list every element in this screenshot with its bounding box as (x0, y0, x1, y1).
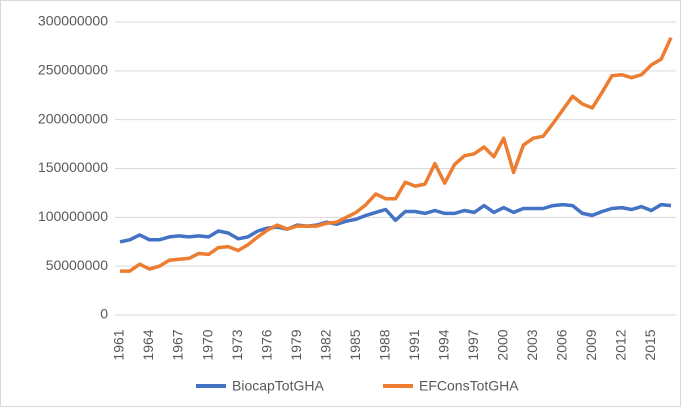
x-tick-label: 1985 (347, 329, 363, 360)
legend-label: BiocapTotGHA (232, 378, 324, 394)
x-tick-label: 1967 (170, 329, 186, 360)
x-tick-label: 1997 (465, 329, 481, 360)
x-tick-label: 1994 (435, 329, 451, 360)
data-line (120, 36, 673, 273)
y-tick-label: 150000000 (38, 159, 108, 175)
x-tick-label: 1976 (258, 329, 274, 360)
x-tick-label: 2006 (553, 329, 569, 360)
data-line (119, 202, 672, 244)
x-tick-label: 1964 (140, 329, 156, 360)
x-tick-label: 1988 (376, 329, 392, 360)
x-tick-label: 2009 (583, 329, 599, 360)
x-tick-label: 2015 (642, 329, 658, 360)
x-tick-label: 2000 (494, 329, 510, 360)
y-tick-label: 300000000 (38, 13, 108, 29)
y-tick-label: 100000000 (38, 208, 108, 224)
x-tick-label: 1970 (199, 329, 215, 360)
y-tick-label: 200000000 (38, 110, 108, 126)
x-tick-label: 1982 (317, 329, 333, 360)
x-tick-label: 2003 (524, 329, 540, 360)
x-tick-label: 2012 (613, 329, 629, 360)
y-tick-label: 250000000 (38, 62, 108, 78)
x-tick-label: 1991 (406, 329, 422, 360)
y-tick-label: 0 (100, 306, 108, 322)
x-tick-label: 1979 (288, 329, 304, 360)
x-tick-label: 1961 (111, 329, 127, 360)
y-tick-label: 50000000 (46, 257, 109, 273)
x-tick-label: 1973 (229, 329, 245, 360)
legend-label: EFConsTotGHA (419, 378, 519, 394)
